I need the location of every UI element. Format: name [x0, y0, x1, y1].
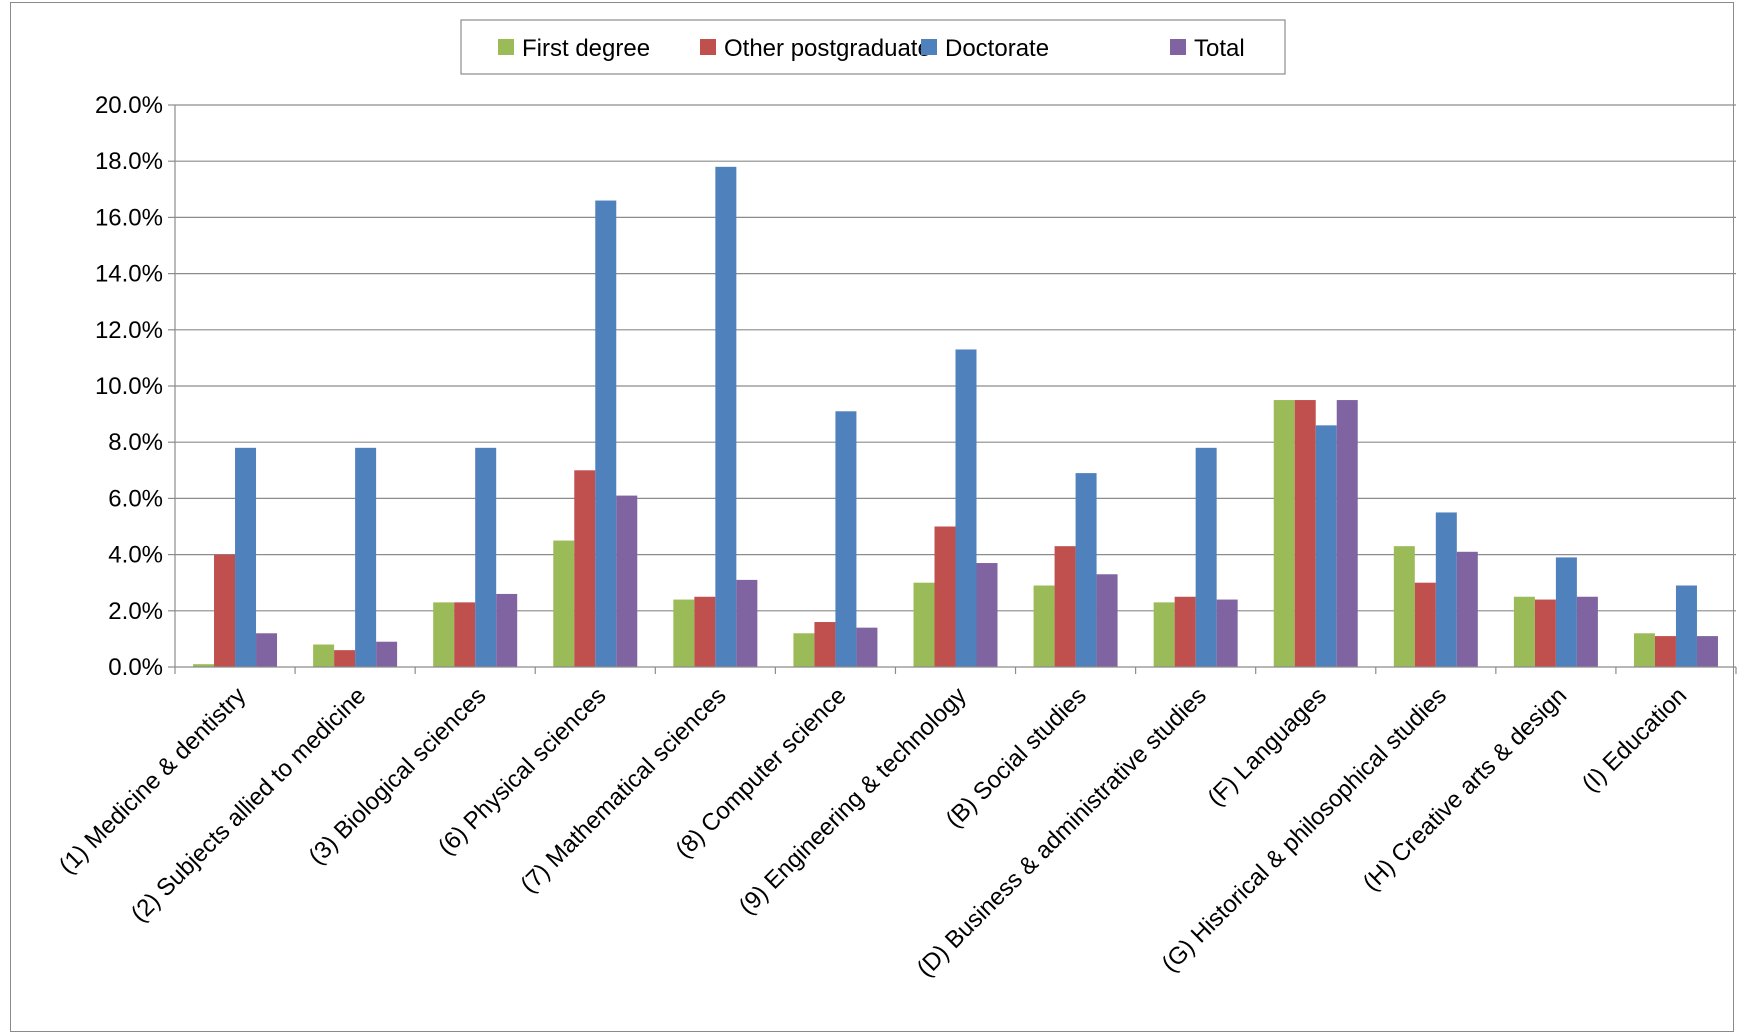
- y-tick-label: 8.0%: [108, 429, 163, 456]
- bar: [715, 166, 737, 667]
- y-tick-label: 0.0%: [108, 654, 163, 681]
- bar: [814, 622, 836, 667]
- bars: [193, 166, 1718, 668]
- bar: [214, 554, 236, 667]
- legend-swatch: [498, 39, 514, 55]
- y-tick-label: 4.0%: [108, 542, 163, 569]
- bar: [553, 540, 575, 667]
- legend-swatch: [921, 39, 937, 55]
- bar: [595, 200, 617, 668]
- bar: [334, 650, 356, 667]
- legend-label: Total: [1194, 35, 1245, 62]
- legend-swatch: [700, 39, 716, 55]
- bar: [1336, 400, 1358, 667]
- bar: [694, 596, 716, 667]
- y-tick-label: 20.0%: [95, 92, 163, 119]
- legend-label: Other postgraduate: [724, 35, 931, 62]
- bar: [1534, 599, 1556, 667]
- bar: [1576, 596, 1598, 667]
- x-category-label: (9) Engineering & technology: [734, 682, 972, 920]
- bar: [1195, 447, 1217, 667]
- x-category-label: (H) Creative arts & design: [1358, 682, 1572, 896]
- y-tick-label: 18.0%: [95, 148, 163, 175]
- bar: [256, 633, 278, 667]
- bar: [496, 593, 518, 667]
- bar: [976, 563, 998, 667]
- bar: [1414, 582, 1436, 667]
- legend-label: Doctorate: [945, 35, 1049, 62]
- bar: [574, 470, 596, 667]
- bar: [1033, 585, 1055, 667]
- bar: [355, 447, 377, 667]
- bar: [1216, 599, 1238, 667]
- y-tick-label: 16.0%: [95, 204, 163, 231]
- bar: [1456, 551, 1478, 667]
- bar: [835, 411, 857, 667]
- y-tick-label: 10.0%: [95, 373, 163, 400]
- bar: [454, 602, 476, 667]
- bar: [1513, 596, 1535, 667]
- y-tick-label: 14.0%: [95, 261, 163, 288]
- bar: [1096, 574, 1118, 667]
- y-tick-label: 6.0%: [108, 485, 163, 512]
- bar: [793, 633, 815, 667]
- bar: [955, 349, 977, 667]
- bar: [934, 526, 956, 667]
- y-tick-label: 12.0%: [95, 317, 163, 344]
- bar: [193, 664, 215, 667]
- bar: [1435, 512, 1457, 667]
- bar: [673, 599, 695, 667]
- bar: [1696, 636, 1718, 667]
- bar: [235, 447, 257, 667]
- x-category-label: (I) Education: [1577, 682, 1692, 797]
- bar: [1393, 546, 1415, 667]
- bar: [736, 579, 758, 667]
- x-category-label: (2) Subjects allied to medicine: [126, 682, 371, 927]
- y-axis-tick-labels: 0.0% 2.0% 4.0% 6.0% 8.0% 10.0% 12.0% 14.0% 16.0%…: [95, 92, 163, 681]
- y-tick-label: 2.0%: [108, 598, 163, 625]
- bar: [313, 644, 335, 667]
- bar: [376, 641, 398, 667]
- legend-label: First degree: [522, 35, 650, 62]
- x-axis-category-labels: (1) Medicine & dentistry(2) Subjects all…: [54, 682, 1692, 982]
- bar: [1075, 473, 1097, 667]
- bar: [1633, 633, 1655, 667]
- bar: [913, 582, 935, 667]
- legend: First degree Other postgraduate Doctorate T…: [460, 19, 1286, 75]
- bar: [1555, 557, 1577, 667]
- axes: [174, 105, 1737, 674]
- bar: [1273, 400, 1295, 667]
- bar: [1294, 400, 1316, 667]
- bar: [1153, 602, 1175, 667]
- bar: [1315, 425, 1337, 667]
- legend-swatch: [1170, 39, 1186, 55]
- x-category-label: (F) Languages: [1203, 682, 1332, 811]
- x-category-label: (7) Mathematical sciences: [515, 682, 731, 898]
- bar: [1675, 585, 1697, 667]
- bar: [1054, 546, 1076, 667]
- bar: [616, 495, 638, 667]
- bar: [1654, 636, 1676, 667]
- bar: [856, 627, 878, 667]
- bar: [433, 602, 455, 667]
- legend-box: [460, 19, 1286, 75]
- bar: [1174, 596, 1196, 667]
- bar: [475, 447, 497, 667]
